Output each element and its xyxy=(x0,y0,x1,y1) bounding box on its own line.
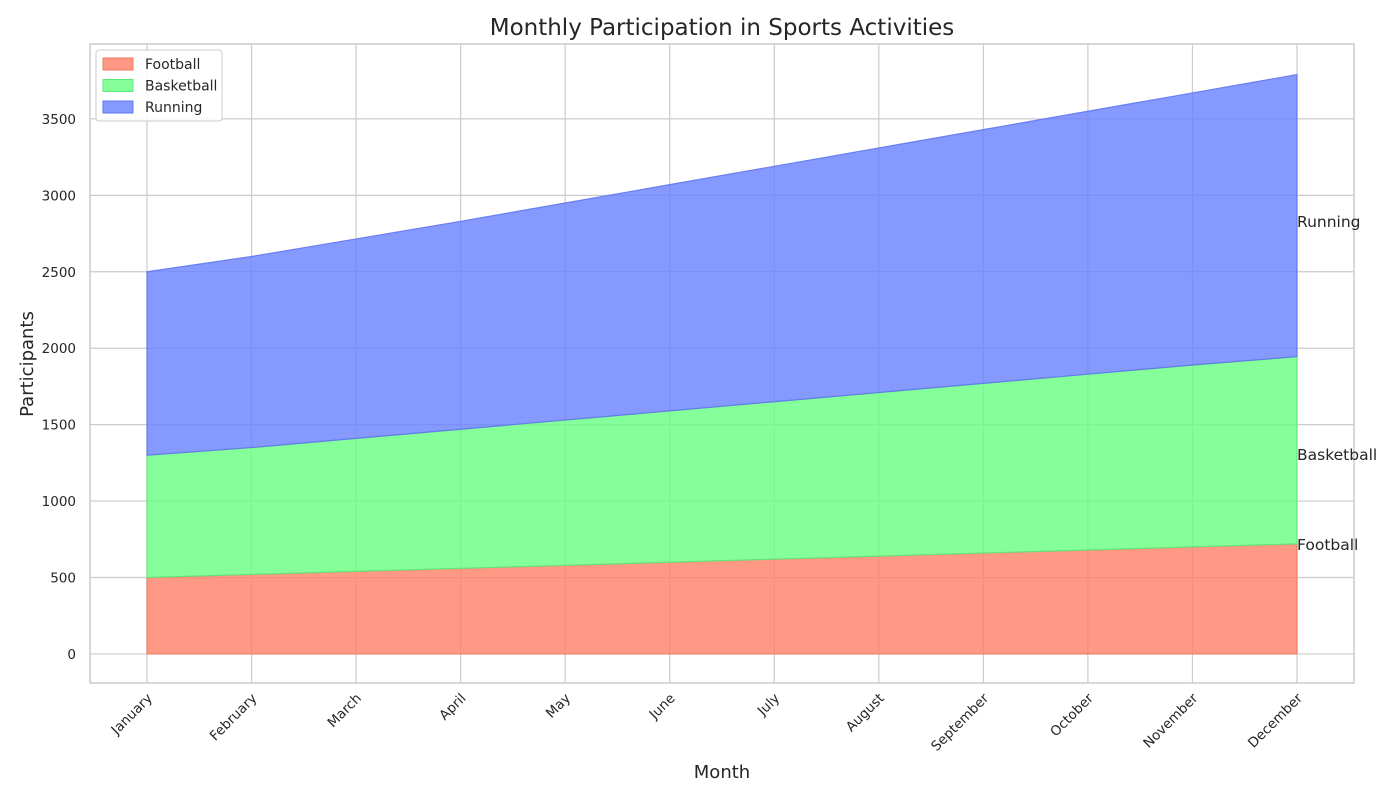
plot-frame xyxy=(89,43,1355,684)
x-tick-label: May xyxy=(543,691,574,722)
x-tick-label: December xyxy=(1245,690,1306,751)
x-tick-label: October xyxy=(1047,690,1097,740)
y-tick-label: 3000 xyxy=(42,188,76,204)
area-layers xyxy=(146,73,1298,655)
legend-label-basketball: Basketball xyxy=(145,79,217,95)
y-tick-label: 2000 xyxy=(42,341,76,357)
x-tick-label: September xyxy=(928,690,992,754)
y-tick-label: 1500 xyxy=(42,418,76,434)
x-tick-label: February xyxy=(207,691,261,745)
x-tick-label: June xyxy=(646,691,679,724)
x-tick-label: January xyxy=(108,691,156,739)
legend-label-running: Running xyxy=(145,100,202,116)
legend-label-football: Football xyxy=(145,57,200,73)
y-tick-label: 0 xyxy=(67,647,76,663)
y-tick-label: 1000 xyxy=(42,494,76,510)
y-tick-label: 500 xyxy=(50,571,76,587)
end-label-running: Running xyxy=(1297,213,1361,231)
x-tick-label: August xyxy=(843,691,888,736)
legend-swatch-football xyxy=(102,57,134,71)
x-tick-label: November xyxy=(1140,690,1201,751)
y-tick-label: 2500 xyxy=(42,265,76,281)
y-axis-ticks: 0 500 1000 1500 2000 2500 3000 3500 xyxy=(42,112,76,663)
y-axis-title: Participants xyxy=(17,311,38,417)
x-axis-title: Month xyxy=(694,762,750,783)
x-axis-ticks: January February March April May June July Augu… xyxy=(108,690,1307,754)
legend: Football Basketball Running xyxy=(95,49,223,122)
series-end-labels: Football Basketball Running xyxy=(1297,213,1377,554)
x-tick-label: July xyxy=(754,691,783,720)
legend-swatch-running xyxy=(102,100,134,114)
x-tick-label: April xyxy=(436,691,469,724)
end-label-basketball: Basketball xyxy=(1297,446,1377,464)
area-running xyxy=(146,73,1298,456)
y-tick-label: 3500 xyxy=(42,112,76,128)
end-label-football: Football xyxy=(1297,536,1358,554)
x-tick-label: March xyxy=(325,691,365,731)
chart-title: Monthly Participation in Sports Activiti… xyxy=(490,15,955,41)
legend-swatch-basketball xyxy=(102,79,134,92)
